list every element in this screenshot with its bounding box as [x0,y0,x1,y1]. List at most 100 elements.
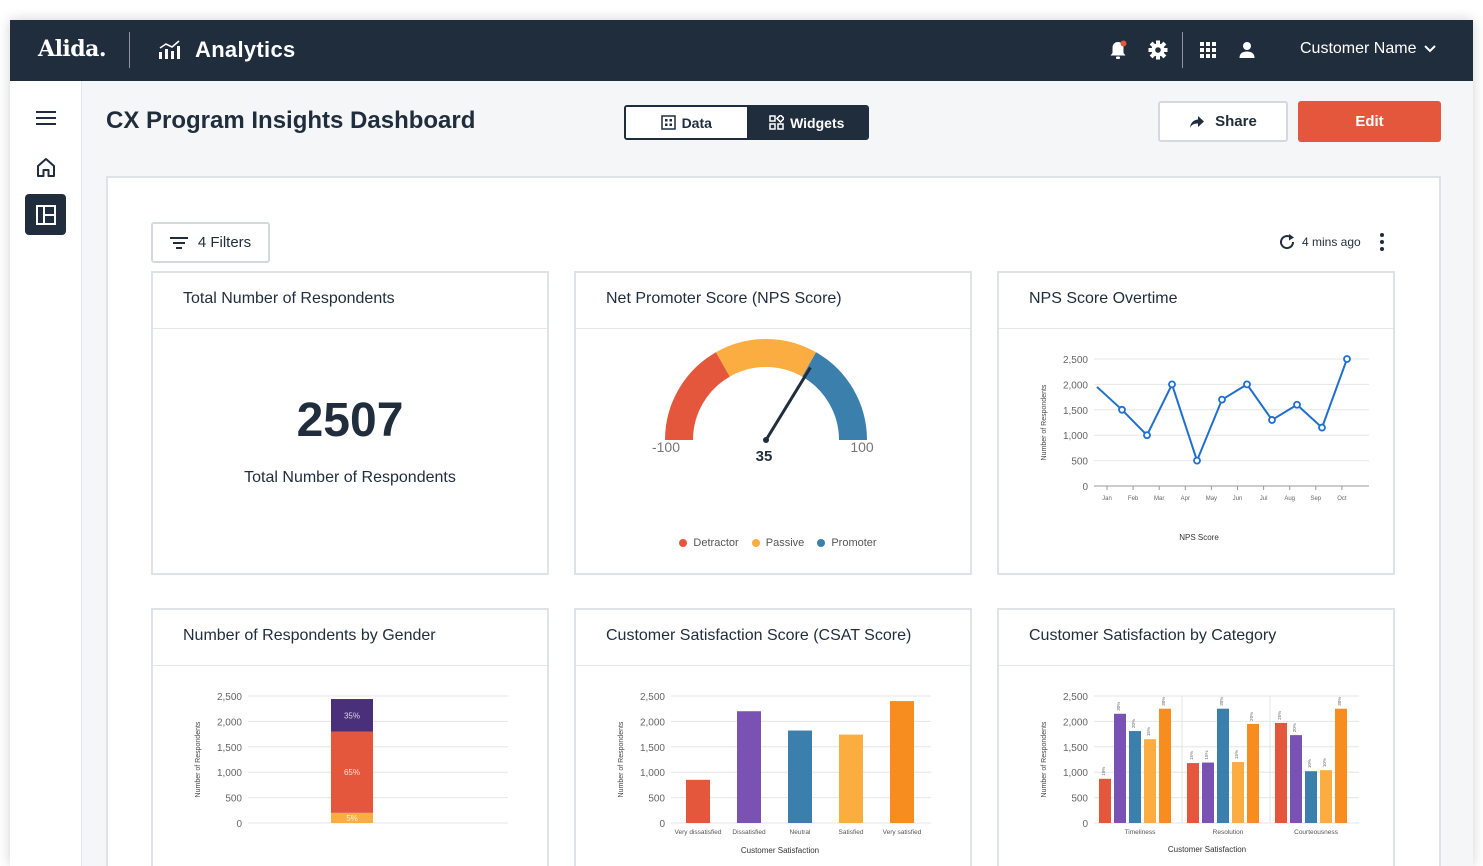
customer-menu[interactable]: Customer Name [1300,40,1436,58]
customer-name: Customer Name [1300,40,1416,57]
topbar-divider [1182,32,1183,68]
more-options-icon[interactable] [1376,232,1388,252]
widgets-view-label: Widgets [790,115,844,131]
legend-swatch [679,539,687,547]
card-title: Net Promoter Score (NPS Score) [576,273,970,329]
bar-very-satisfied [890,701,914,823]
card-nps-overtime[interactable]: NPS Score Overtime 0 500 1,000 1,500 2,000 2,… [997,271,1395,575]
bar-dissatisfied [737,711,761,823]
card-satisfaction-by-category[interactable]: Customer Satisfaction by Category 0 500 1,… [997,608,1395,866]
y-tick-label: 0 [236,819,242,830]
gender-stacked-bar-chart: 0 500 1,000 1,500 2,000 2,500 Number of Respon… [153,666,547,866]
filters-button[interactable]: 4 Filters [151,222,270,263]
y-tick-label: 2,500 [1063,355,1088,366]
data-point [1294,402,1300,408]
settings-gear-icon[interactable] [1147,39,1169,61]
bar-satisfied [1320,770,1332,823]
bar-value-label: 30% [1337,697,1342,706]
bar-very-satisfied [1159,709,1171,823]
bar-satisfied [1144,739,1156,823]
card-title: Customer Satisfaction by Category [999,610,1393,666]
data-point [1269,417,1275,423]
card-nps-score[interactable]: Net Promoter Score (NPS Score) -100 100 35… [574,271,972,575]
y-axis-label: Number of Respondents [195,721,202,797]
data-point [1144,432,1150,438]
notification-bell-icon[interactable] [1107,39,1129,61]
card-csat-score[interactable]: Customer Satisfaction Score (CSAT Score)… [574,608,972,866]
chevron-down-icon [1424,45,1436,53]
sidebar-item-home[interactable] [25,146,66,187]
bar-value-label: 30% [1219,697,1224,706]
y-tick-label: 2,000 [1063,380,1088,391]
y-tick-label: 2,500 [1063,692,1088,703]
bar-neutral [1129,731,1141,823]
gauge-min-label: -100 [652,439,680,455]
bar-very-dissatisfied [1275,723,1287,823]
bar-value-label: 15% [1204,751,1209,760]
data-point [1169,381,1175,387]
data-point [1194,458,1200,464]
y-tick-label: 2,500 [217,692,242,703]
data-view-button[interactable]: Data [626,107,747,138]
bar-value-label: 30% [1161,697,1166,706]
user-profile-icon[interactable] [1236,39,1258,61]
bar-very-dissatisfied [1187,763,1199,823]
legend-promoter: Promoter [831,537,876,549]
nps-legend: Detractor Passive Promoter [576,537,970,549]
legend-swatch [752,539,760,547]
category-grouped-bar-chart: 0 500 1,000 1,500 2,000 2,500 Number of Respon… [999,666,1393,866]
nps-overtime-line-chart: 0 500 1,000 1,500 2,000 2,500 Number of Respon… [999,329,1393,569]
bar-value-label: 20% [1249,712,1254,721]
segment-label: 35% [344,711,360,720]
filter-icon [170,236,188,250]
x-axis-label: Customer Satisfaction [1168,845,1246,854]
x-tick-label: Very dissatisfied [675,829,722,836]
y-tick-label: 2,000 [640,717,665,728]
y-tick-label: 1,000 [640,768,665,779]
bar-value-label: 20% [1131,719,1136,728]
bar-neutral [1305,771,1317,823]
bar-value-label: 15% [1146,727,1151,736]
x-tick-label: Resolution [1213,829,1244,836]
menu-toggle-button[interactable] [25,97,66,138]
bar-very-satisfied [1247,724,1259,823]
y-tick-label: 1,500 [640,743,665,754]
y-tick-label: 0 [659,819,665,830]
y-axis-label: Number of Respondents [1041,721,1048,797]
y-tick-label: 2,000 [1063,717,1088,728]
x-tick-label: Sep [1310,496,1321,502]
y-tick-label: 1,000 [217,768,242,779]
data-point [1319,425,1325,431]
apps-grid-icon[interactable] [1197,39,1219,61]
data-point [1219,397,1225,403]
bar-value-label: 25% [1277,711,1282,720]
refresh-icon[interactable] [1278,233,1296,251]
bar-value-label: 10% [1101,767,1106,776]
x-tick-label: Neutral [790,829,812,836]
share-label: Share [1215,113,1257,130]
y-axis-label: Number of Respondents [1041,384,1048,460]
bar-value-label: 10% [1322,758,1327,767]
gauge-max-label: 100 [850,439,874,455]
segment-label: 5% [346,814,358,823]
x-axis-label: NPS Score [1179,533,1219,542]
x-tick-label: Apr [1181,496,1190,502]
gauge-needle [766,368,810,440]
refresh-status: 4 mins ago [1278,233,1361,251]
bar-dissatisfied [1290,735,1302,823]
alida-logo[interactable]: Alida. [38,36,106,62]
app-window: Alida. Analytics [10,20,1473,866]
card-respondents-by-gender[interactable]: Number of Respondents by Gender 0 500 1,00… [151,608,549,866]
page-title: CX Program Insights Dashboard [106,107,475,135]
sidebar-item-dashboards[interactable] [25,194,66,235]
gauge-value-label: 35 [756,448,773,465]
data-point [1344,356,1350,362]
edit-button[interactable]: Edit [1298,101,1441,142]
widgets-view-button[interactable]: Widgets [747,107,868,138]
share-button[interactable]: Share [1158,101,1288,142]
y-axis-label: Number of Respondents [618,721,625,797]
card-total-respondents[interactable]: Total Number of Respondents 2507 Total N… [151,271,549,575]
bar-very-satisfied [1335,709,1347,823]
filters-label: 4 Filters [198,234,251,251]
y-tick-label: 500 [1071,457,1088,468]
